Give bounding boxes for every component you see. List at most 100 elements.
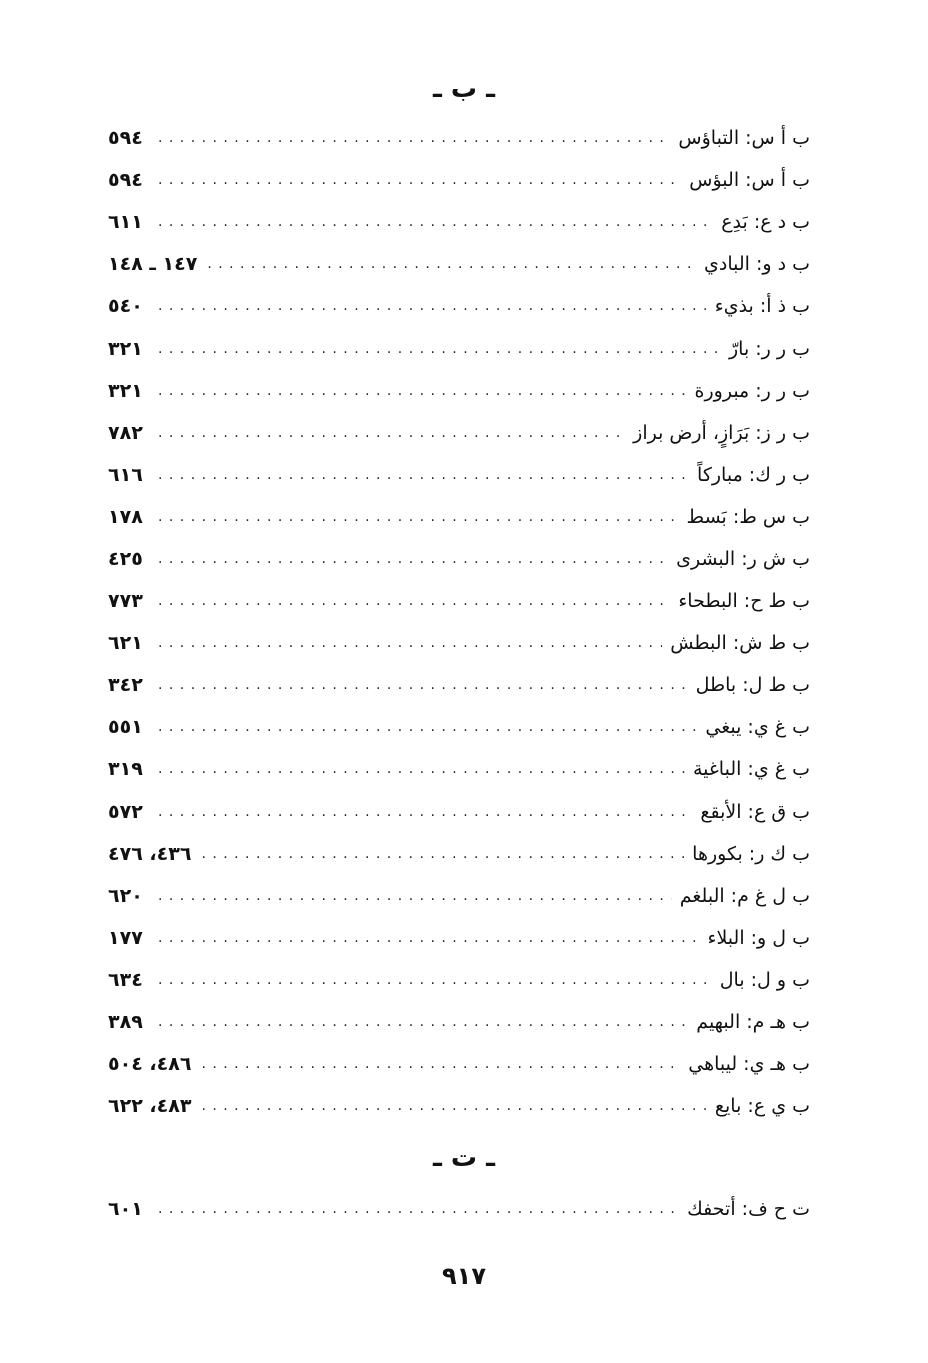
index-entry: ب ذ أ: بذيء ٥٤٠ xyxy=(108,285,810,327)
entry-term: ب ر ر: بارّ xyxy=(728,337,810,360)
dot-leader xyxy=(158,804,692,820)
entry-pages: ١٤٧ ـ ١٤٨ xyxy=(108,253,198,276)
entry-term: ب و ل: بال xyxy=(719,968,810,991)
dot-leader xyxy=(158,930,700,946)
index-entry: ب ش ر: البشرى ٤٢٥ xyxy=(108,538,810,580)
index-entry: ب ي ع: بايع ٤٨٣، ٦٢٢ xyxy=(108,1085,810,1127)
index-entry: ب غ ي: الباغية ٣١٩ xyxy=(108,748,810,790)
index-entry: ب ل غ م: البلغم ٦٢٠ xyxy=(108,875,810,917)
entry-pages: ٥٩٤ xyxy=(108,127,143,150)
entry-pages: ٥٥١ xyxy=(108,716,143,739)
entry-pages: ٤٨٣، ٦٢٢ xyxy=(108,1095,192,1118)
dot-leader xyxy=(158,172,681,188)
index-entry: ب ط ل: باطل ٣٤٢ xyxy=(108,664,810,706)
entry-pages: ٦٣٤ xyxy=(108,968,143,991)
entry-pages: ٦١٦ xyxy=(108,463,143,486)
entry-term: ب ق ع: الأبقع xyxy=(700,800,810,823)
index-entry: ب هـ م: البهيم ٣٨٩ xyxy=(108,1001,810,1043)
entry-pages: ٤٨٦، ٥٠٤ xyxy=(108,1053,192,1076)
dot-leader xyxy=(158,635,662,651)
index-entry: ب ق ع: الأبقع ٥٧٢ xyxy=(108,791,810,833)
dot-leader xyxy=(158,214,713,230)
entry-term: ب أ س: التباؤس xyxy=(678,127,810,150)
entry-pages: ٣٢١ xyxy=(108,379,143,402)
index-entry: ب ر ز: بَرَازٍ، أرض براز ٧٨٢ xyxy=(108,412,810,454)
entry-pages: ٦١١ xyxy=(108,211,143,234)
dot-leader xyxy=(201,1098,706,1114)
entry-pages: ١٧٧ xyxy=(108,926,143,949)
dot-leader xyxy=(158,761,685,777)
dot-leader xyxy=(158,298,707,314)
index-entry: ب أ س: التباؤس ٥٩٤ xyxy=(108,117,810,159)
entry-term: ب ط ح: البطحاء xyxy=(678,590,810,613)
entry-pages: ٦٢١ xyxy=(108,632,143,655)
entry-term: ب ط ش: البطش xyxy=(670,632,810,655)
index-entry: ب هـ ي: ليباهي ٤٨٦، ٥٠٤ xyxy=(108,1043,810,1085)
index-entry: ب ط ح: البطحاء ٧٧٣ xyxy=(108,580,810,622)
dot-leader xyxy=(158,467,689,483)
dot-leader xyxy=(158,130,670,146)
dot-leader xyxy=(158,677,688,693)
index-entry: ب و ل: بال ٦٣٤ xyxy=(108,959,810,1001)
dot-leader xyxy=(158,509,679,525)
dot-leader xyxy=(158,551,668,567)
dot-leader xyxy=(158,341,721,357)
dot-leader xyxy=(207,256,696,272)
index-entry: ب س ط: بَسط ١٧٨ xyxy=(108,496,810,538)
entry-term: ب ل و: البلاء xyxy=(707,926,810,949)
index-entry: ت ح ف: أتحفك ٦٠١ xyxy=(108,1188,810,1230)
entry-term: ب ش ر: البشرى xyxy=(676,547,810,570)
entry-term: ب ل غ م: البلغم xyxy=(679,884,810,907)
dot-leader xyxy=(201,846,684,862)
entry-term: ب هـ م: البهيم xyxy=(696,1011,810,1034)
dot-leader xyxy=(158,593,670,609)
index-entry: ب ر ر: مبرورة ٣٢١ xyxy=(108,370,810,412)
page-number: ٩١٧ xyxy=(442,1262,486,1290)
index-entry: ب ر ك: مباركاً ٦١٦ xyxy=(108,454,810,496)
dot-leader xyxy=(201,1056,680,1072)
entry-term: ب ر ك: مباركاً xyxy=(697,463,810,486)
entry-term: ب ذ أ: بذيء xyxy=(714,295,810,318)
entry-term: ب د و: البادي xyxy=(704,253,810,276)
dot-leader xyxy=(158,888,672,904)
index-entry: ب ل و: البلاء ١٧٧ xyxy=(108,917,810,959)
entry-pages: ٥٤٠ xyxy=(108,295,143,318)
section-heading-ta: ـ ت ـ xyxy=(432,1143,495,1173)
entry-pages: ٣٤٢ xyxy=(108,674,143,697)
entry-term: ب ر ز: بَرَازٍ، أرض براز xyxy=(633,421,810,444)
entry-term: ت ح ف: أتحفك xyxy=(687,1198,810,1221)
entry-pages: ٣٨٩ xyxy=(108,1011,143,1034)
dot-leader xyxy=(158,719,697,735)
entry-pages: ٣١٩ xyxy=(108,758,143,781)
index-entry: ب ر ر: بارّ ٣٢١ xyxy=(108,327,810,369)
entry-term: ب ك ر: بكورها xyxy=(692,842,810,865)
index-entry: ب أ س: البؤس ٥٩٤ xyxy=(108,159,810,201)
entry-pages: ٤٣٦، ٤٧٦ xyxy=(108,842,192,865)
entry-pages: ٥٩٤ xyxy=(108,169,143,192)
entry-pages: ٧٧٣ xyxy=(108,590,143,613)
index-entry: ب د ع: بَدِع ٦١١ xyxy=(108,201,810,243)
entry-pages: ٦٢٠ xyxy=(108,884,143,907)
entry-term: ب غ ي: الباغية xyxy=(692,758,810,781)
dot-leader xyxy=(158,972,712,988)
entry-pages: ٧٨٢ xyxy=(108,421,143,444)
entry-pages: ٦٠١ xyxy=(108,1198,143,1221)
entry-term: ب غ ي: يبغي xyxy=(705,716,810,739)
dot-leader xyxy=(158,383,687,399)
dot-leader xyxy=(158,1201,679,1217)
index-entry: ب ك ر: بكورها ٤٣٦، ٤٧٦ xyxy=(108,833,810,875)
entry-pages: ٥٧٢ xyxy=(108,800,143,823)
index-list-ba: ب أ س: التباؤس ٥٩٤ ب أ س: البؤس ٥٩٤ ب د ع: ب… xyxy=(108,117,810,1127)
dot-leader xyxy=(158,425,625,441)
entry-term: ب س ط: بَسط xyxy=(686,505,810,528)
entry-term: ب د ع: بَدِع xyxy=(721,211,810,234)
entry-pages: ١٧٨ xyxy=(108,505,143,528)
dot-leader xyxy=(158,1014,688,1030)
index-entry: ب ط ش: البطش ٦٢١ xyxy=(108,622,810,664)
index-entry: ب غ ي: يبغي ٥٥١ xyxy=(108,706,810,748)
entry-term: ب ي ع: بايع xyxy=(714,1095,810,1118)
section-heading-ba: ـ ب ـ xyxy=(432,74,495,104)
entry-pages: ٣٢١ xyxy=(108,337,143,360)
entry-term: ب ط ل: باطل xyxy=(695,674,810,697)
entry-term: ب ر ر: مبرورة xyxy=(694,379,810,402)
